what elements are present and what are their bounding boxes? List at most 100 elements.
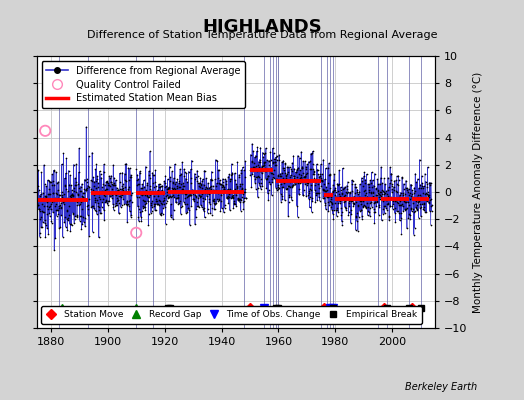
- Point: [303, 180, 312, 186]
- Point: [45, 191, 53, 197]
- Point: [340, 199, 348, 206]
- Point: [83, 182, 92, 189]
- Point: [153, 190, 161, 196]
- Point: [155, 184, 163, 190]
- Point: [184, 168, 193, 175]
- Point: [351, 214, 359, 220]
- Point: [107, 179, 115, 186]
- Point: [74, 169, 83, 176]
- Point: [291, 180, 299, 187]
- Point: [75, 213, 84, 220]
- Point: [216, 198, 225, 204]
- Point: [121, 170, 129, 177]
- Point: [411, 188, 419, 194]
- Point: [234, 197, 242, 203]
- Point: [227, 161, 236, 167]
- Point: [237, 167, 245, 173]
- Point: [403, 225, 411, 232]
- Point: [369, 182, 378, 189]
- Point: [410, 184, 419, 191]
- Point: [313, 167, 321, 173]
- Point: [124, 188, 132, 194]
- Point: [260, 165, 269, 171]
- Point: [264, 186, 272, 193]
- Point: [146, 192, 155, 198]
- Point: [197, 192, 205, 199]
- Point: [36, 208, 45, 214]
- Point: [234, 196, 243, 202]
- Point: [304, 196, 313, 202]
- Point: [119, 190, 128, 196]
- Point: [136, 213, 145, 220]
- Point: [69, 210, 78, 217]
- Point: [132, 230, 140, 236]
- Point: [94, 191, 103, 197]
- Point: [183, 179, 192, 185]
- Point: [254, 180, 263, 186]
- Point: [37, 201, 46, 208]
- Point: [193, 202, 201, 209]
- Point: [114, 187, 123, 194]
- Point: [345, 195, 354, 201]
- Point: [285, 192, 293, 198]
- Point: [392, 177, 400, 184]
- Point: [370, 220, 379, 226]
- Point: [117, 204, 125, 210]
- Point: [88, 189, 96, 196]
- Point: [347, 210, 356, 217]
- Point: [239, 198, 247, 205]
- Point: [406, 212, 414, 219]
- Point: [103, 178, 111, 184]
- Point: [47, 200, 56, 207]
- Point: [174, 192, 182, 198]
- Point: [80, 176, 89, 183]
- Point: [114, 196, 123, 203]
- Point: [280, 180, 288, 186]
- Point: [420, 207, 429, 214]
- Point: [391, 198, 399, 204]
- Point: [53, 207, 62, 214]
- Point: [384, 200, 392, 207]
- Point: [103, 179, 112, 186]
- Point: [402, 196, 411, 202]
- Point: [389, 196, 397, 202]
- Point: [362, 204, 370, 210]
- Point: [409, 194, 418, 201]
- Point: [74, 192, 82, 198]
- Point: [180, 166, 188, 172]
- Point: [237, 196, 246, 203]
- Point: [35, 206, 43, 212]
- Point: [174, 184, 183, 190]
- Point: [376, 175, 385, 181]
- Point: [145, 182, 154, 189]
- Point: [117, 186, 126, 192]
- Point: [103, 182, 112, 188]
- Point: [209, 188, 217, 195]
- Point: [247, 165, 255, 171]
- Point: [49, 168, 58, 174]
- Point: [126, 214, 135, 220]
- Point: [286, 178, 294, 185]
- Point: [155, 189, 163, 195]
- Point: [137, 191, 145, 197]
- Point: [162, 200, 170, 206]
- Point: [258, 163, 266, 169]
- Point: [277, 181, 285, 188]
- Point: [283, 164, 291, 170]
- Point: [400, 180, 408, 187]
- Point: [122, 188, 130, 194]
- Point: [194, 195, 203, 202]
- Point: [59, 198, 67, 204]
- Point: [229, 194, 237, 200]
- Point: [266, 149, 275, 155]
- Point: [246, 167, 255, 173]
- Point: [239, 189, 248, 196]
- Point: [270, 175, 279, 181]
- Point: [64, 188, 72, 194]
- Point: [101, 186, 109, 193]
- Point: [84, 202, 92, 208]
- Point: [388, 206, 397, 212]
- Point: [179, 186, 188, 192]
- Point: [427, 222, 435, 228]
- Point: [185, 222, 194, 228]
